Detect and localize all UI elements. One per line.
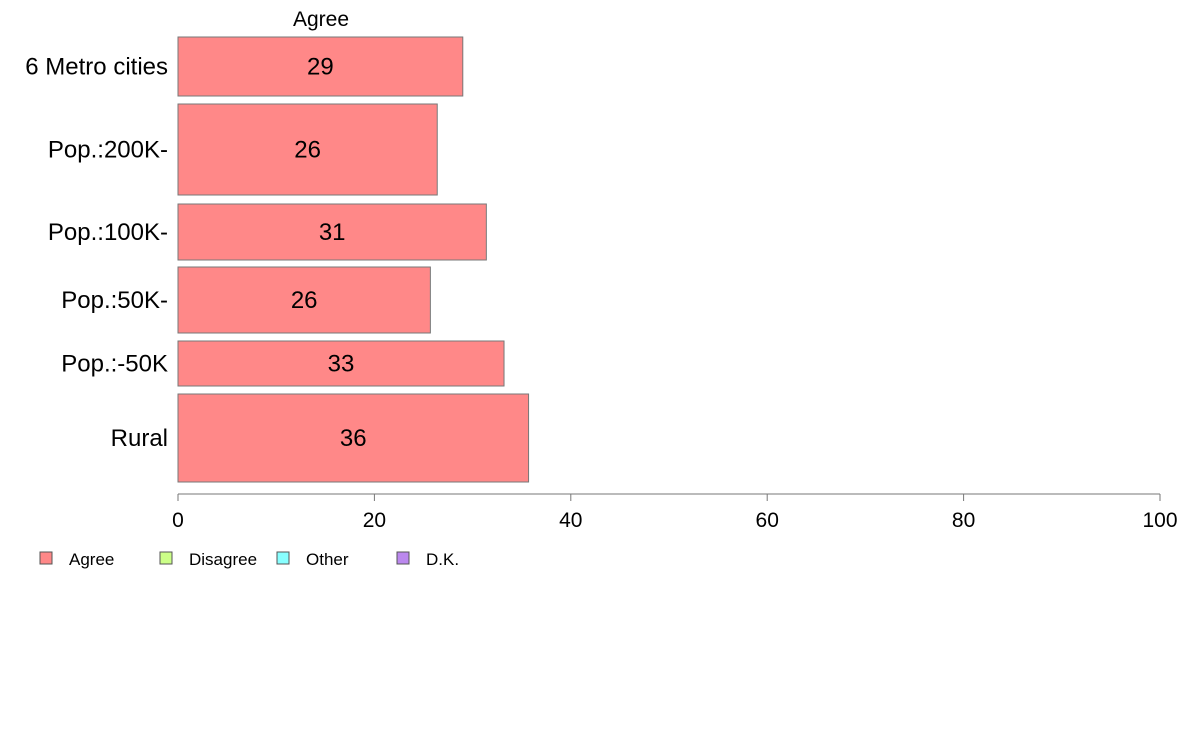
legend-label: Agree xyxy=(69,550,114,569)
category-label: Pop.:100K- xyxy=(48,219,168,246)
category-label: 6 Metro cities xyxy=(25,54,168,81)
value-label: 26 xyxy=(294,137,321,164)
value-label: 29 xyxy=(307,54,334,81)
bar xyxy=(177,203,487,261)
value-label: 36 xyxy=(340,425,367,452)
panel-title: Agree xyxy=(293,8,349,31)
legend-swatch xyxy=(276,551,290,565)
bar xyxy=(177,103,438,196)
legend: Agree Disagree Other D.K. xyxy=(39,550,459,569)
value-labels: 29 26 31 26 33 36 xyxy=(291,54,367,453)
category-label: Pop.:50K- xyxy=(61,287,168,314)
bar xyxy=(177,36,464,97)
x-tick-label: 20 xyxy=(363,509,386,532)
legend-label: D.K. xyxy=(426,550,459,569)
category-labels: 6 Metro cities Pop.:200K- Pop.:100K- Pop.:5… xyxy=(25,54,168,453)
x-tick-label: 60 xyxy=(756,509,779,532)
value-label: 31 xyxy=(319,219,346,246)
x-tick-label: 100 xyxy=(1142,509,1177,532)
bars-layer xyxy=(177,36,530,483)
x-axis: 0 20 40 60 80 100 xyxy=(172,493,1178,532)
x-tick-label: 0 xyxy=(172,509,184,532)
x-tick-label: 80 xyxy=(952,509,975,532)
category-label: Pop.:200K- xyxy=(48,137,168,164)
bar xyxy=(177,266,431,334)
bar xyxy=(177,340,505,387)
category-label: Rural xyxy=(111,425,168,452)
legend-swatch xyxy=(396,551,410,565)
bar xyxy=(177,393,530,483)
legend-label: Other xyxy=(306,550,349,569)
legend-swatch xyxy=(159,551,173,565)
value-label: 33 xyxy=(328,351,355,378)
legend-label: Disagree xyxy=(189,550,257,569)
legend-swatch xyxy=(39,551,53,565)
category-label: Pop.:-50K xyxy=(61,351,168,378)
value-label: 26 xyxy=(291,287,318,314)
x-tick-label: 40 xyxy=(559,509,582,532)
